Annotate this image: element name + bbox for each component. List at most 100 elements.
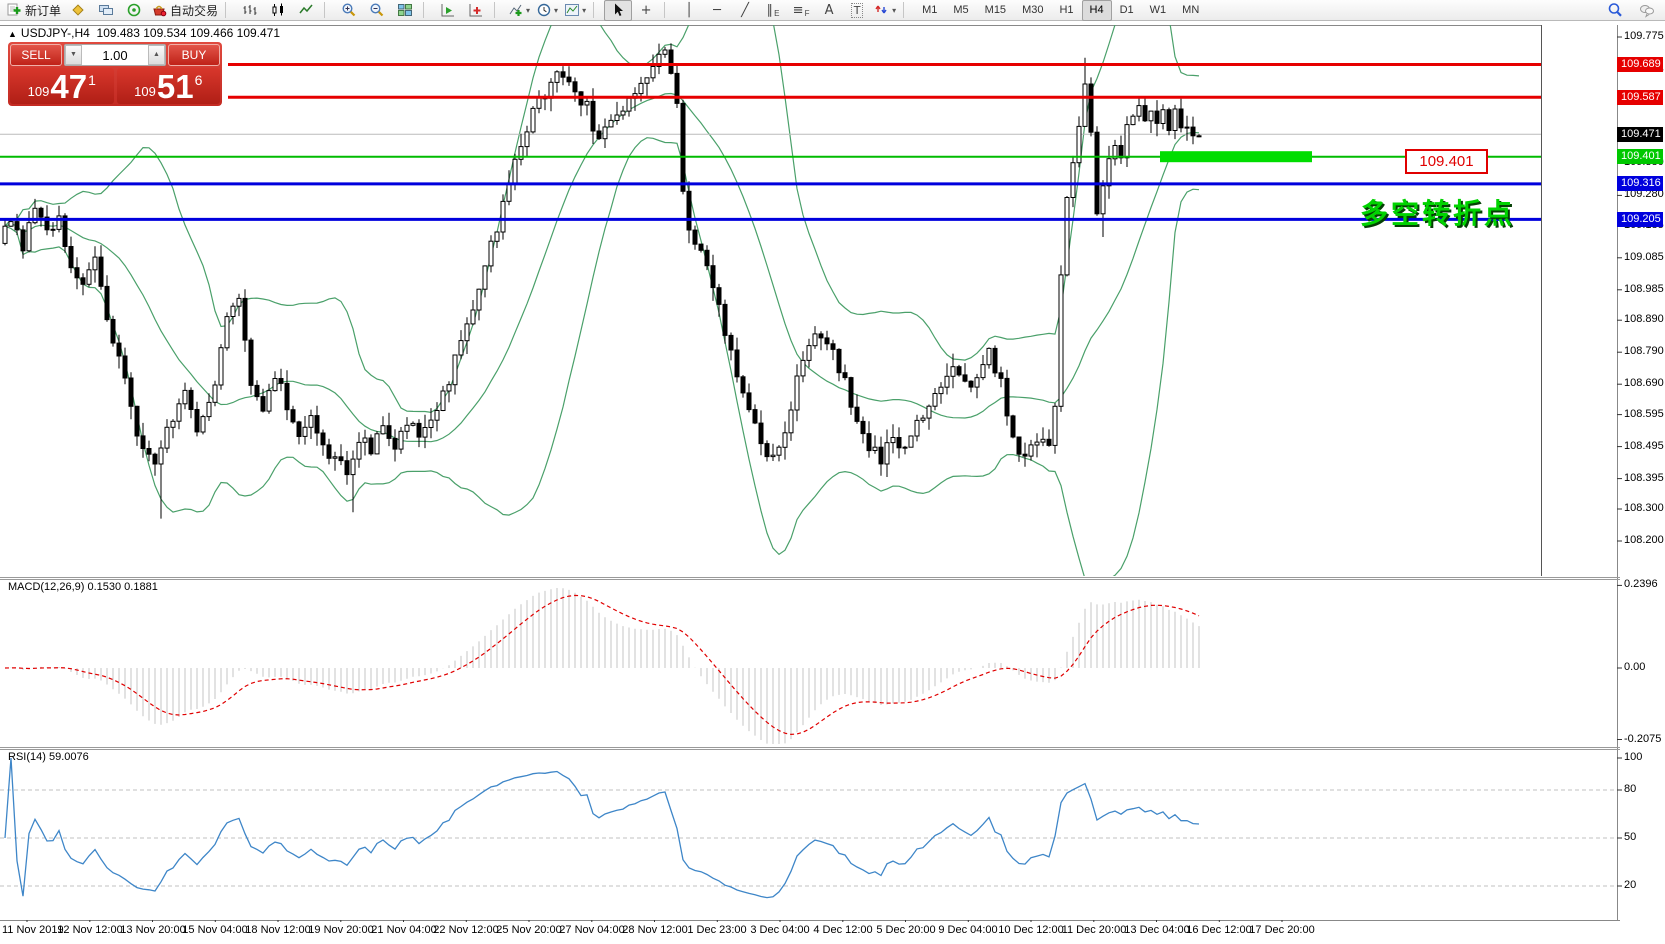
- timeframe-d1-button[interactable]: D1: [1119, 3, 1134, 16]
- timeframe-m15-button[interactable]: M15: [984, 3, 1007, 16]
- line-anchor-marker: [1608, 216, 1614, 222]
- signals-button[interactable]: [120, 0, 148, 21]
- vertical-line-icon: │: [685, 2, 693, 18]
- terminals-button[interactable]: [92, 0, 120, 21]
- time-label: 12 Nov 12:00: [57, 924, 123, 936]
- zoom-out-button[interactable]: [363, 0, 391, 21]
- cursor-button[interactable]: [604, 0, 633, 21]
- search-button[interactable]: [1601, 0, 1629, 21]
- green-highlight-bar[interactable]: [1160, 151, 1312, 163]
- timeframe-m1-button[interactable]: M1: [922, 3, 938, 16]
- indicators-button[interactable]: ▾: [505, 0, 533, 21]
- price-pane[interactable]: [0, 22, 1614, 584]
- chart-title: ▲ USDJPY-,H4 109.483 109.534 109.466 109.…: [8, 26, 280, 40]
- text-icon: A: [824, 2, 834, 18]
- dropdown-caret-icon: ▾: [554, 5, 559, 15]
- turning-point-annotation[interactable]: 多空转折点: [1360, 198, 1516, 229]
- trendline-button[interactable]: ╱: [731, 0, 759, 21]
- sell-price-display[interactable]: 109 47 1: [10, 68, 114, 104]
- bar-chart-button[interactable]: [236, 0, 264, 21]
- zoom-in-icon: [342, 3, 356, 17]
- price-level-annotation-box[interactable]: 109.401: [1405, 149, 1488, 174]
- macd-indicator-label: MACD(12,26,9) 0.1530 0.1881: [8, 581, 158, 593]
- buy-price-display[interactable]: 109 51 6: [116, 68, 220, 104]
- market-watch-button[interactable]: [64, 0, 92, 21]
- time-label: 25 Nov 20:00: [496, 924, 562, 936]
- autotrade-icon: [153, 5, 167, 17]
- horizontal-line-button[interactable]: ─: [703, 0, 731, 21]
- buy-button[interactable]: BUY: [168, 44, 220, 66]
- channel-icon: ∥: [766, 2, 774, 18]
- time-label: 5 Dec 20:00: [876, 924, 936, 936]
- bollinger-middle-band: [4, 92, 1200, 443]
- autoscroll-icon: [441, 4, 455, 17]
- time-label: 15 Nov 04:00: [182, 924, 248, 936]
- periods-button[interactable]: ▾: [533, 0, 561, 21]
- timeframe-m30-button[interactable]: M30: [1022, 3, 1044, 16]
- bars-icon: [243, 5, 257, 15]
- rsi-line: [4, 757, 1200, 899]
- time-label: 19 Nov 20:00: [308, 924, 374, 936]
- candlesticks: [2, 43, 1202, 519]
- tile-icon: [398, 4, 413, 16]
- volume-down-button[interactable]: ▼: [65, 45, 82, 65]
- timeframe-h1-button[interactable]: H1: [1059, 3, 1074, 16]
- line-anchor-marker: [1608, 62, 1614, 68]
- text-label-button[interactable]: T: [843, 0, 871, 21]
- new-order-button[interactable]: 新订单: [3, 0, 64, 21]
- timeframe-mn-button[interactable]: MN: [1182, 3, 1200, 16]
- templates-icon: [565, 4, 580, 16]
- time-label: 22 Nov 12:00: [433, 924, 499, 936]
- dropdown-caret-icon: ▾: [892, 5, 897, 15]
- toolbar-separator: [423, 2, 431, 18]
- marketwatch-icon: [72, 4, 84, 16]
- periods-icon: [537, 3, 551, 17]
- sell-price-pip: 1: [88, 72, 96, 88]
- time-label: 9 Dec 04:00: [938, 924, 998, 936]
- candles-icon: [272, 3, 284, 16]
- toolbar-separator: [664, 2, 672, 18]
- timeframe-w1-button[interactable]: W1: [1149, 3, 1167, 16]
- macd-signal-line: [4, 594, 1200, 736]
- arrows-icon: [875, 5, 887, 14]
- time-label: 4 Dec 12:00: [813, 924, 873, 936]
- timeframe-h4-button[interactable]: H4: [1081, 0, 1112, 21]
- line-anchor-marker: [1608, 94, 1614, 100]
- time-label: 17 Dec 20:00: [1249, 924, 1315, 936]
- fibonacci-button[interactable]: ≡ F: [792, 2, 810, 18]
- timeframe-m5-button[interactable]: M5: [953, 3, 969, 16]
- buy-price-pip: 6: [194, 72, 203, 88]
- volume-input[interactable]: 1.00: [102, 47, 128, 63]
- candle-chart-button[interactable]: [264, 0, 292, 21]
- text-button[interactable]: A: [815, 0, 843, 21]
- auto-scroll-button[interactable]: [434, 0, 462, 21]
- sell-price-big: 47: [50, 68, 88, 105]
- buy-price-handle: 109: [134, 84, 156, 99]
- time-label: 18 Nov 12:00: [245, 924, 311, 936]
- crosshair-button[interactable]: +: [632, 0, 660, 21]
- time-label: 13 Dec 04:00: [1124, 924, 1190, 936]
- tile-windows-button[interactable]: [391, 0, 419, 21]
- vertical-line-button[interactable]: │: [675, 0, 703, 21]
- autotrade-button[interactable]: 自动交易: [148, 0, 221, 21]
- one-click-trading-panel: SELL ▼ 1.00 ▲ BUY 109 47 1 109 51 6: [8, 42, 222, 106]
- volume-up-button[interactable]: ▲: [148, 45, 165, 65]
- channel-button[interactable]: ∥ E: [766, 2, 780, 18]
- chart-canvas[interactable]: [0, 22, 1665, 922]
- templates-button[interactable]: ▾: [561, 0, 589, 21]
- time-label: 10 Dec 12:00: [998, 924, 1064, 936]
- collapse-triangle-icon[interactable]: ▲: [8, 29, 17, 39]
- sell-button[interactable]: SELL: [10, 44, 62, 66]
- zoom-in-button[interactable]: [335, 0, 363, 21]
- rsi-indicator-label: RSI(14) 59.0076: [8, 751, 89, 763]
- chart-shift-button[interactable]: [462, 0, 490, 21]
- time-label: 11 Dec 20:00: [1061, 924, 1127, 936]
- line-chart-button[interactable]: [292, 0, 320, 21]
- macd-pane[interactable]: [4, 588, 1200, 744]
- time-label: 13 Nov 20:00: [120, 924, 186, 936]
- shift-icon: [469, 4, 483, 17]
- toolbar-separator: [225, 2, 233, 18]
- chat-button[interactable]: [1633, 0, 1661, 21]
- linechart-icon: [299, 4, 313, 14]
- arrows-button[interactable]: ▾: [871, 0, 899, 21]
